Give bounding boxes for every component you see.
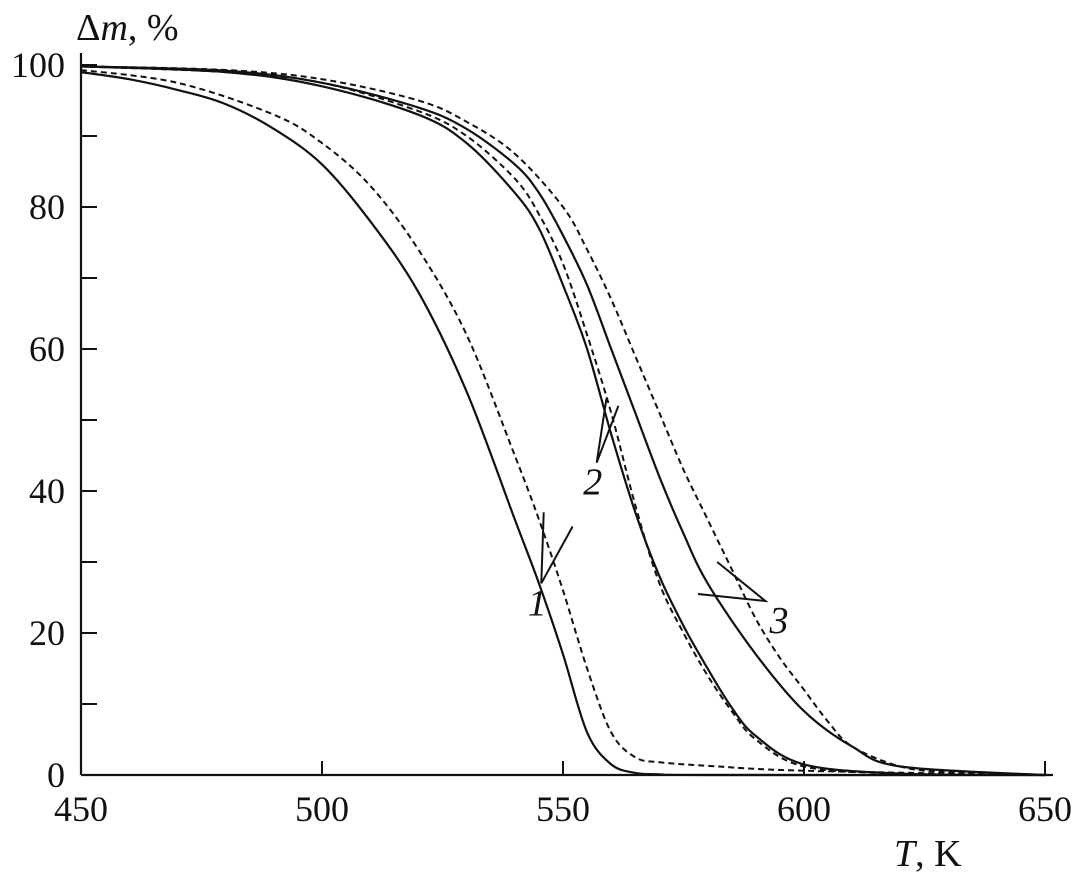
y-axis-title-symbol: Δ: [76, 7, 100, 49]
curve-labels: 1 2 3: [528, 398, 788, 642]
x-axis-title-var: T: [894, 833, 918, 875]
y-tick-label: 0: [47, 755, 65, 795]
series-1-dashed-line: [80, 69, 1046, 776]
x-tick-label: 500: [295, 789, 349, 829]
svg-text:T, K: T, K: [894, 833, 962, 875]
series-2-dashed-line: [80, 65, 1046, 776]
y-axis-title: Δm, %: [76, 7, 179, 49]
y-tick-label: 20: [29, 613, 65, 653]
x-axis-title-unit: , K: [915, 833, 962, 875]
y-axis-title-var: m: [100, 7, 127, 49]
curve-label-2: 2: [583, 462, 602, 504]
x-tick-label: 450: [54, 789, 108, 829]
y-axis-title-unit: , %: [128, 7, 179, 49]
curve-label-2-pointer: [595, 398, 620, 463]
curve-label-1: 1: [528, 582, 547, 624]
x-tick-label: 550: [536, 789, 590, 829]
series-3-solid-line: [80, 65, 1046, 777]
y-tick-label: 40: [29, 471, 65, 511]
series-3-dashed-line: [80, 65, 1046, 776]
curve-label-3-pointer: [697, 561, 769, 603]
curve-label-1-pointer: [540, 512, 574, 584]
y-tick-label: 100: [11, 45, 65, 85]
svg-text:Δm, %: Δm, %: [76, 7, 179, 49]
x-tick-label: 650: [1018, 789, 1072, 829]
series-2-solid-line: [80, 65, 1046, 777]
y-tick-label: 80: [29, 187, 65, 227]
series-1-solid-line: [80, 71, 1046, 777]
curve-label-3: 3: [768, 600, 788, 642]
y-tick-label: 60: [29, 329, 65, 369]
x-axis-title: T, K: [894, 833, 962, 875]
axes: 450 500 550 600 650 0 20 40 60 80 100: [11, 45, 1072, 829]
curves: [80, 65, 1046, 777]
x-tick-label: 600: [777, 789, 831, 829]
